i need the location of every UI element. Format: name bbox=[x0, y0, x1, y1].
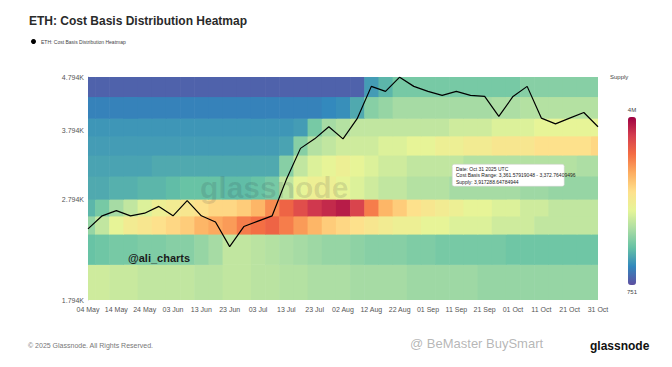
svg-text:03 Jul: 03 Jul bbox=[249, 306, 268, 313]
svg-text:Date: Oct 31 2025 UTC: Date: Oct 31 2025 UTC bbox=[456, 166, 509, 172]
svg-text:glassnode: glassnode bbox=[590, 339, 650, 353]
svg-text:1.794K: 1.794K bbox=[62, 297, 85, 304]
svg-text:01 Sep: 01 Sep bbox=[417, 306, 439, 314]
svg-text:13 Jun: 13 Jun bbox=[191, 306, 212, 313]
svg-text:ETH: Cost Basis Distribution H: ETH: Cost Basis Distribution Heatmap bbox=[41, 39, 126, 45]
svg-text:11 Oct: 11 Oct bbox=[531, 306, 551, 313]
svg-text:24 May: 24 May bbox=[133, 306, 156, 314]
svg-text:Cost Basis Range: 3,361.579190: Cost Basis Range: 3,361.57919048 - 3,372… bbox=[456, 172, 576, 178]
svg-text:Supply: Supply bbox=[610, 74, 628, 80]
svg-text:31 Oct: 31 Oct bbox=[588, 306, 609, 313]
svg-text:21 Sep: 21 Sep bbox=[474, 306, 496, 314]
svg-text:13 Jul: 13 Jul bbox=[277, 306, 296, 313]
svg-text:4M: 4M bbox=[628, 107, 636, 113]
svg-text:02 Aug: 02 Aug bbox=[332, 306, 354, 314]
svg-text:21 Oct: 21 Oct bbox=[559, 306, 580, 313]
svg-text:22 Aug: 22 Aug bbox=[389, 306, 411, 314]
svg-text:01 Oct: 01 Oct bbox=[503, 306, 524, 313]
svg-text:4.794K: 4.794K bbox=[62, 74, 85, 81]
svg-text:14 May: 14 May bbox=[105, 306, 128, 314]
svg-text:23 Jul: 23 Jul bbox=[305, 306, 324, 313]
svg-text:Supply: 3,917288.64784944: Supply: 3,917288.64784944 bbox=[456, 179, 519, 185]
svg-text:ETH: Cost Basis Distribution H: ETH: Cost Basis Distribution Heatmap bbox=[29, 14, 247, 28]
svg-text:04 May: 04 May bbox=[77, 306, 100, 314]
svg-text:11 Sep: 11 Sep bbox=[445, 306, 467, 314]
svg-text:751: 751 bbox=[627, 289, 638, 295]
svg-text:glassnode: glassnode bbox=[200, 171, 348, 204]
svg-text:@ali_charts: @ali_charts bbox=[128, 252, 190, 264]
svg-text:12 Aug: 12 Aug bbox=[360, 306, 382, 314]
svg-text:23 Jun: 23 Jun bbox=[219, 306, 240, 313]
svg-text:03 Jun: 03 Jun bbox=[162, 306, 183, 313]
svg-text:2.794K: 2.794K bbox=[62, 196, 85, 203]
svg-text:@ BeMaster BuySmart: @ BeMaster BuySmart bbox=[410, 336, 544, 351]
svg-text:3.794K: 3.794K bbox=[62, 127, 85, 134]
svg-text:© 2025 Glassnode. All Rights R: © 2025 Glassnode. All Rights Reserved. bbox=[28, 342, 153, 350]
